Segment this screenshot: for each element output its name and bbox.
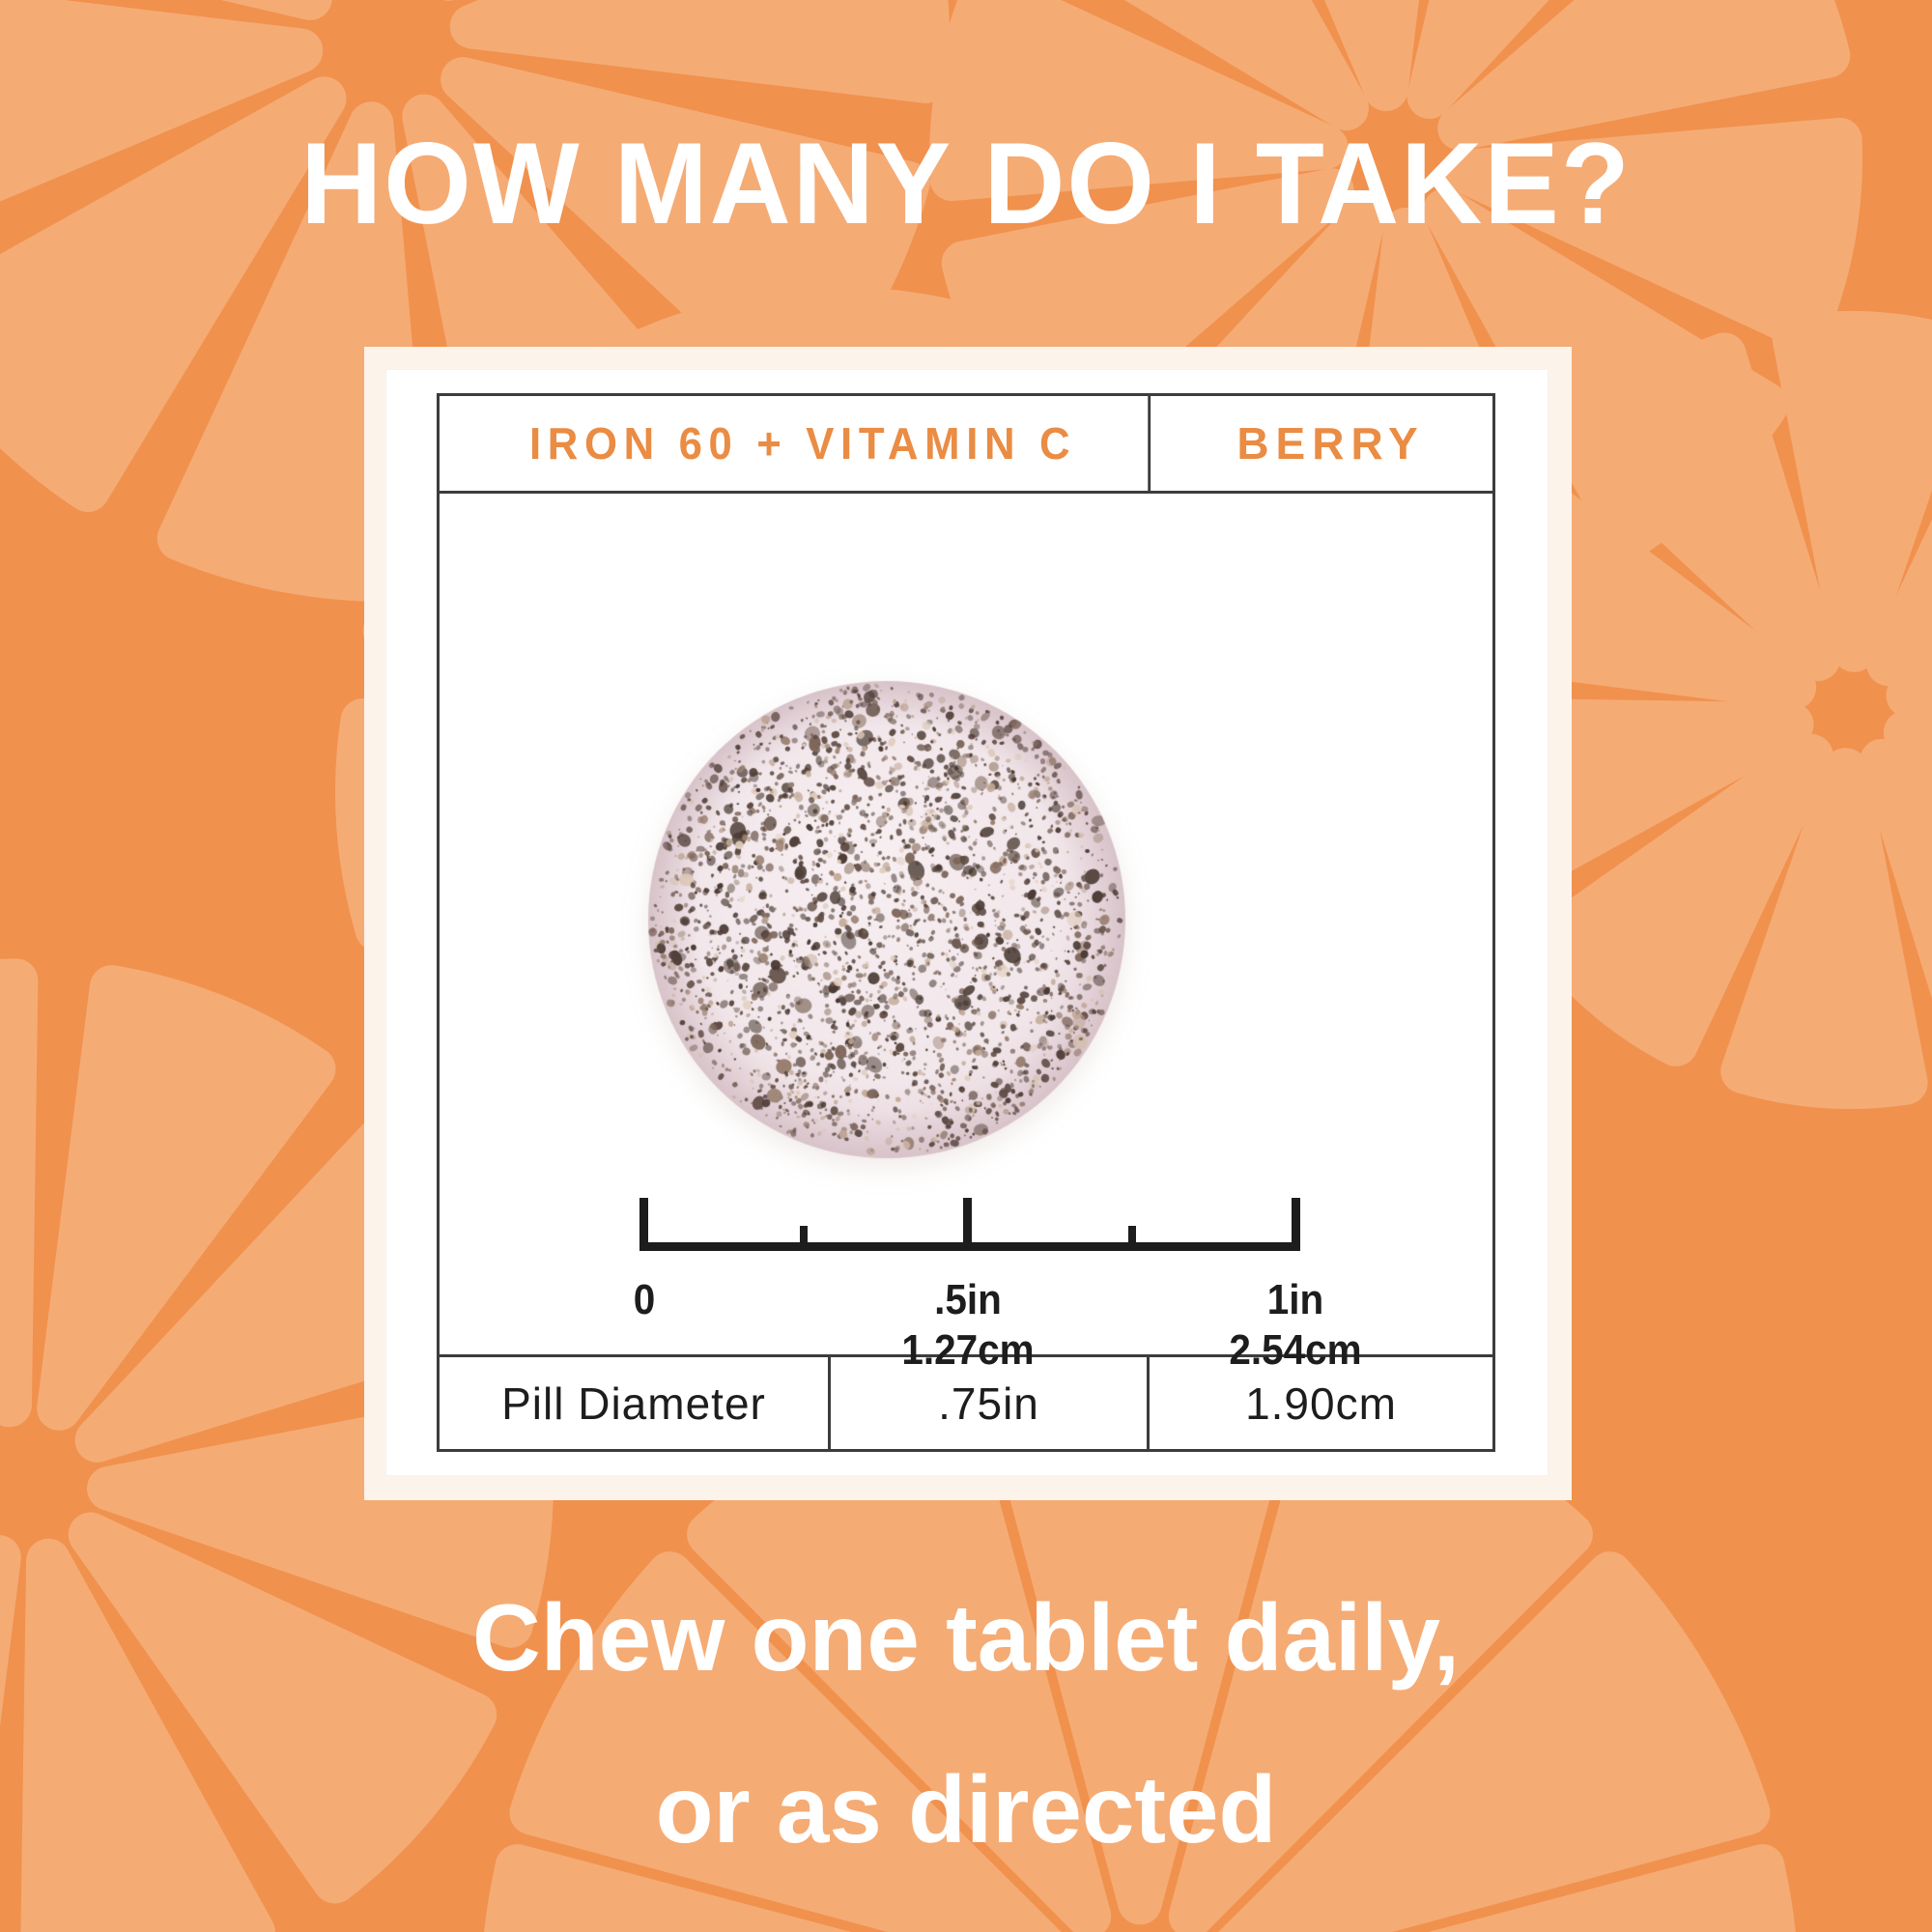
citrus-wedge-shape: [1406, 0, 1549, 119]
ruler-tick-minor: [1128, 1226, 1136, 1242]
citrus-wedge-shape: [484, 1844, 852, 1932]
ruler-label-half-inch: .5in 1.27cm: [835, 1275, 1101, 1376]
citrus-wedge-shape: [1772, 311, 1932, 672]
ruler-tick-major: [639, 1198, 648, 1242]
dosage-instruction-line1: Chew one tablet daily,: [472, 1584, 1460, 1690]
citrus-wedge-shape: [509, 1551, 1062, 1932]
citrus-wedge-shape: [928, 0, 1349, 202]
ruler-label-line: 1in: [1266, 1276, 1324, 1323]
citrus-wedge-shape: [0, 958, 39, 1428]
ruler-tick-minor: [800, 1226, 808, 1242]
citrus-wedge-shape: [0, 0, 324, 202]
pill-size-table: IRON 60 + VITAMIN C BERRY Pill Diameter …: [437, 393, 1495, 1452]
citrus-wedge-shape: [1866, 519, 1932, 687]
pill-image: [643, 676, 1130, 1163]
citrus-wedge-shape: [1563, 332, 1840, 682]
flavor-cell: BERRY: [1236, 418, 1425, 469]
citrus-wedge-shape: [1428, 1844, 1796, 1932]
product-name-cell: IRON 60 + VITAMIN C: [458, 396, 1151, 491]
citrus-wedge-shape: [1437, 0, 1851, 151]
ruler-label-one-inch: 1in 2.54cm: [1162, 1275, 1429, 1376]
citrus-wedge-shape: [1124, 0, 1369, 131]
ruler-label-zero: 0: [511, 1275, 778, 1325]
citrus-wedge-shape: [449, 0, 950, 103]
citrus-wedge-shape: [1860, 738, 1932, 1000]
citrus-wedge-shape: [0, 76, 347, 512]
diameter-inches-cell: .75in: [831, 1357, 1150, 1449]
citrus-wedge-shape: [1324, 0, 1420, 112]
citrus-wedge-shape: [1886, 657, 1932, 719]
dosage-instruction-line2: or as directed: [655, 1756, 1277, 1862]
citrus-wedge-shape: [1720, 748, 1928, 1109]
dosage-instructions: Chew one tablet daily, or as directed: [0, 1551, 1932, 1895]
citrus-wedge-shape: [68, 1512, 497, 1904]
ruler-label-line: 2.54cm: [1229, 1326, 1362, 1374]
ruler-tick-major: [963, 1198, 972, 1242]
dimension-row: Pill Diameter .75in 1.90cm: [440, 1354, 1492, 1449]
ruler-baseline: [639, 1242, 1300, 1251]
table-header-row: IRON 60 + VITAMIN C BERRY: [440, 396, 1492, 494]
citrus-wedge-shape: [1218, 1551, 1771, 1932]
citrus-wedge-shape: [1883, 710, 1932, 781]
ruler-label-line: 0: [633, 1276, 656, 1323]
ruler-label-line: .5in: [934, 1276, 1002, 1323]
ruler-tick-major: [1292, 1198, 1300, 1242]
page-title: HOW MANY DO I TAKE?: [300, 119, 1632, 248]
diameter-cm-cell: 1.90cm: [1245, 1378, 1397, 1429]
citrus-wedge-shape: [37, 965, 336, 1431]
citrus-wedge-shape: [20, 1538, 275, 1932]
pill-diameter-label-cell: Pill Diameter: [440, 1357, 831, 1449]
ruler-label-line: 1.27cm: [901, 1326, 1035, 1374]
